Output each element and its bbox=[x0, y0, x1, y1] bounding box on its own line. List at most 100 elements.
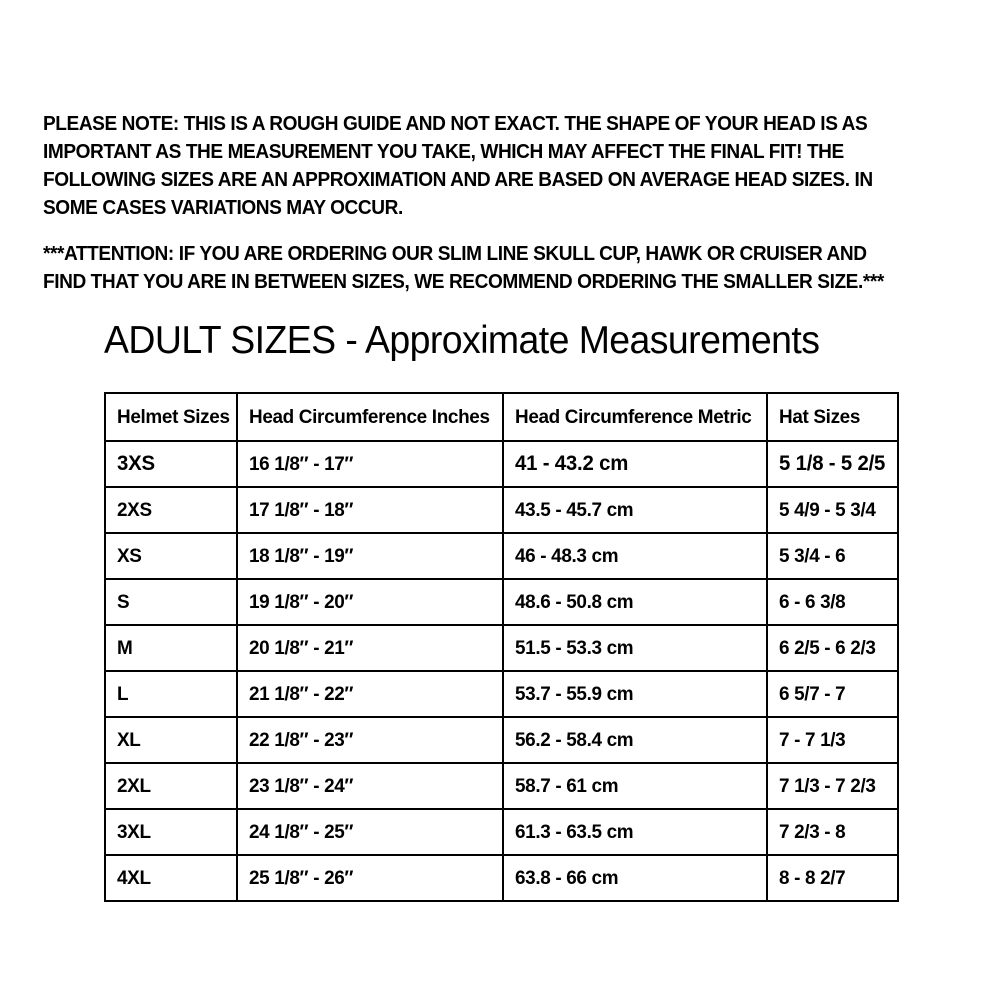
cell-helmet-size: 2XS bbox=[105, 487, 238, 534]
cell-metric-text: 48.6 - 50.8 cm bbox=[515, 590, 634, 613]
cell-hat-size-text: 7 1/3 - 7 2/3 bbox=[779, 774, 876, 797]
cell-inches: 23 1/8″ - 24″ bbox=[237, 763, 504, 810]
cell-inches: 24 1/8″ - 25″ bbox=[237, 809, 504, 856]
cell-metric-text: 61.3 - 63.5 cm bbox=[515, 820, 634, 843]
cell-hat-size: 5 4/9 - 5 3/4 bbox=[767, 487, 898, 534]
table-row: XS 18 1/8″ - 19″ 46 - 48.3 cm 5 3/4 - 6 bbox=[105, 533, 898, 580]
cell-helmet-size-text: 2XS bbox=[117, 498, 152, 521]
cell-hat-size-text: 6 5/7 - 7 bbox=[779, 682, 846, 705]
column-header-head-circumference-inches-label: Head Circumference Inches bbox=[249, 405, 490, 428]
cell-hat-size: 8 - 8 2/7 bbox=[767, 855, 898, 901]
cell-metric-text: 58.7 - 61 cm bbox=[515, 774, 619, 797]
cell-helmet-size: 2XL bbox=[105, 763, 238, 810]
table-row: 2XS 17 1/8″ - 18″ 43.5 - 45.7 cm 5 4/9 -… bbox=[105, 487, 898, 534]
table-row: 4XL 25 1/8″ - 26″ 63.8 - 66 cm 8 - 8 2/7 bbox=[105, 855, 898, 901]
notice-paragraph-attention: ***Attention: If you are ordering our Sl… bbox=[43, 242, 884, 293]
cell-inches-text: 21 1/8″ - 22″ bbox=[249, 682, 354, 705]
cell-helmet-size-text: 2XL bbox=[117, 774, 151, 797]
cell-metric: 41 - 43.2 cm bbox=[503, 441, 768, 488]
cell-metric: 46 - 48.3 cm bbox=[503, 533, 768, 580]
cell-metric: 56.2 - 58.4 cm bbox=[503, 717, 768, 764]
column-header-helmet-sizes-label: Helmet Sizes bbox=[117, 405, 230, 428]
notice-paragraph-general: Please note: This is a rough guide and n… bbox=[43, 112, 873, 219]
column-header-helmet-sizes: Helmet Sizes bbox=[105, 393, 238, 442]
cell-metric-text: 51.5 - 53.3 cm bbox=[515, 636, 634, 659]
cell-hat-size: 6 2/5 - 6 2/3 bbox=[767, 625, 898, 672]
cell-hat-size: 7 1/3 - 7 2/3 bbox=[767, 763, 898, 810]
cell-hat-size-text: 6 - 6 3/8 bbox=[779, 590, 846, 613]
cell-helmet-size-text: L bbox=[117, 682, 129, 705]
cell-hat-size: 6 5/7 - 7 bbox=[767, 671, 898, 718]
cell-helmet-size: 3XL bbox=[105, 809, 238, 856]
size-table-container: Helmet Sizes Head Circumference Inches H… bbox=[104, 392, 899, 902]
cell-hat-size: 7 - 7 1/3 bbox=[767, 717, 898, 764]
cell-hat-size-text: 8 - 8 2/7 bbox=[779, 866, 846, 889]
cell-metric-text: 46 - 48.3 cm bbox=[515, 544, 619, 567]
table-row: S 19 1/8″ - 20″ 48.6 - 50.8 cm 6 - 6 3/8 bbox=[105, 579, 898, 626]
cell-helmet-size-text: 4XL bbox=[117, 866, 151, 889]
cell-inches: 20 1/8″ - 21″ bbox=[237, 625, 504, 672]
cell-inches: 16 1/8″ - 17″ bbox=[237, 441, 504, 488]
cell-helmet-size: M bbox=[105, 625, 238, 672]
cell-metric-text: 63.8 - 66 cm bbox=[515, 866, 619, 889]
cell-helmet-size-text: M bbox=[117, 636, 133, 659]
cell-inches: 21 1/8″ - 22″ bbox=[237, 671, 504, 718]
cell-inches-text: 25 1/8″ - 26″ bbox=[249, 866, 354, 889]
table-row: 3XL 24 1/8″ - 25″ 61.3 - 63.5 cm 7 2/3 -… bbox=[105, 809, 898, 856]
page-title: ADULT SIZES - Approximate Measurements bbox=[104, 319, 820, 362]
cell-helmet-size-text: S bbox=[117, 590, 130, 613]
cell-hat-size-text: 5 4/9 - 5 3/4 bbox=[779, 498, 876, 521]
table-header: Helmet Sizes Head Circumference Inches H… bbox=[105, 393, 898, 442]
cell-helmet-size: 3XS bbox=[105, 441, 238, 488]
cell-hat-size-text: 7 - 7 1/3 bbox=[779, 728, 846, 751]
cell-hat-size-text: 5 3/4 - 6 bbox=[779, 544, 846, 567]
table-row: XL 22 1/8″ - 23″ 56.2 - 58.4 cm 7 - 7 1/… bbox=[105, 717, 898, 764]
notice-block: Please note: This is a rough guide and n… bbox=[43, 110, 958, 296]
column-header-hat-sizes-label: Hat Sizes bbox=[779, 405, 861, 428]
cell-helmet-size: S bbox=[105, 579, 238, 626]
cell-inches-text: 16 1/8″ - 17″ bbox=[249, 452, 354, 475]
cell-metric: 61.3 - 63.5 cm bbox=[503, 809, 768, 856]
cell-metric-text: 43.5 - 45.7 cm bbox=[515, 498, 634, 521]
cell-inches-text: 24 1/8″ - 25″ bbox=[249, 820, 354, 843]
cell-metric: 53.7 - 55.9 cm bbox=[503, 671, 768, 718]
cell-metric: 58.7 - 61 cm bbox=[503, 763, 768, 810]
cell-metric: 51.5 - 53.3 cm bbox=[503, 625, 768, 672]
cell-hat-size: 5 3/4 - 6 bbox=[767, 533, 898, 580]
cell-metric-text: 56.2 - 58.4 cm bbox=[515, 728, 634, 751]
cell-helmet-size-text: 3XS bbox=[117, 452, 155, 475]
cell-inches-text: 18 1/8″ - 19″ bbox=[249, 544, 354, 567]
cell-hat-size-text: 5 1/8 - 5 2/5 bbox=[779, 452, 886, 475]
cell-helmet-size: XS bbox=[105, 533, 238, 580]
cell-hat-size: 6 - 6 3/8 bbox=[767, 579, 898, 626]
cell-inches: 22 1/8″ - 23″ bbox=[237, 717, 504, 764]
cell-helmet-size-text: XL bbox=[117, 728, 141, 751]
cell-helmet-size-text: XS bbox=[117, 544, 142, 567]
cell-inches: 19 1/8″ - 20″ bbox=[237, 579, 504, 626]
table-row: 3XS 16 1/8″ - 17″ 41 - 43.2 cm 5 1/8 - 5… bbox=[105, 441, 898, 488]
cell-inches-text: 17 1/8″ - 18″ bbox=[249, 498, 354, 521]
cell-inches: 25 1/8″ - 26″ bbox=[237, 855, 504, 901]
cell-helmet-size: XL bbox=[105, 717, 238, 764]
cell-inches-text: 23 1/8″ - 24″ bbox=[249, 774, 354, 797]
cell-helmet-size: L bbox=[105, 671, 238, 718]
column-header-head-circumference-inches: Head Circumference Inches bbox=[237, 393, 504, 442]
adult-size-table: Helmet Sizes Head Circumference Inches H… bbox=[104, 392, 899, 902]
cell-helmet-size: 4XL bbox=[105, 855, 238, 901]
cell-inches-text: 20 1/8″ - 21″ bbox=[249, 636, 354, 659]
cell-hat-size: 5 1/8 - 5 2/5 bbox=[767, 441, 898, 488]
table-row: 2XL 23 1/8″ - 24″ 58.7 - 61 cm 7 1/3 - 7… bbox=[105, 763, 898, 810]
table-header-row: Helmet Sizes Head Circumference Inches H… bbox=[105, 393, 898, 442]
cell-metric: 48.6 - 50.8 cm bbox=[503, 579, 768, 626]
cell-metric: 43.5 - 45.7 cm bbox=[503, 487, 768, 534]
table-row: L 21 1/8″ - 22″ 53.7 - 55.9 cm 6 5/7 - 7 bbox=[105, 671, 898, 718]
table-row: M 20 1/8″ - 21″ 51.5 - 53.3 cm 6 2/5 - 6… bbox=[105, 625, 898, 672]
cell-metric-text: 41 - 43.2 cm bbox=[515, 452, 629, 475]
cell-hat-size-text: 7 2/3 - 8 bbox=[779, 820, 846, 843]
cell-metric: 63.8 - 66 cm bbox=[503, 855, 768, 901]
cell-hat-size: 7 2/3 - 8 bbox=[767, 809, 898, 856]
column-header-hat-sizes: Hat Sizes bbox=[767, 393, 898, 442]
column-header-head-circumference-metric: Head Circumference Metric bbox=[503, 393, 768, 442]
cell-helmet-size-text: 3XL bbox=[117, 820, 151, 843]
